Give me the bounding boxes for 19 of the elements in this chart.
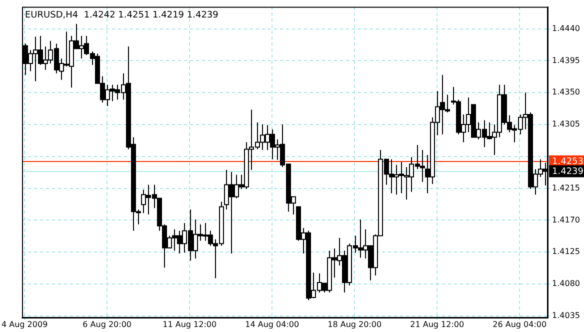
y-tick-label: 1.4035: [552, 310, 580, 320]
y-tick-label: 1.4215: [552, 183, 580, 192]
x-tick-label: 4 Aug 2009: [2, 320, 48, 329]
ref-line-label: 1.4253: [552, 157, 584, 168]
x-tick-label: 18 Aug 20:00: [328, 320, 382, 329]
y-tick-label: 1.4080: [552, 279, 580, 288]
y-tick-label: 1.4305: [552, 120, 580, 129]
chart-title: EURUSD,H4 1.4242 1.4251 1.4219 1.4239: [25, 10, 219, 21]
y-tick-label: 1.4395: [552, 56, 580, 65]
x-tick-label: 11 Aug 12:00: [162, 320, 217, 329]
x-tick-label: 14 Aug 04:00: [245, 320, 300, 329]
y-tick-label: 1.4440: [552, 24, 580, 33]
ref-line-label: 1.4239: [552, 167, 584, 178]
y-tick-label: 1.4170: [552, 215, 580, 224]
x-tick-label: 21 Aug 12:00: [410, 320, 464, 329]
x-tick-label: 6 Aug 20:00: [82, 320, 132, 329]
y-tick-label: 1.4125: [552, 247, 580, 256]
y-tick-label: 1.4350: [552, 88, 580, 97]
x-tick-label: 26 Aug 04:00: [492, 320, 547, 329]
